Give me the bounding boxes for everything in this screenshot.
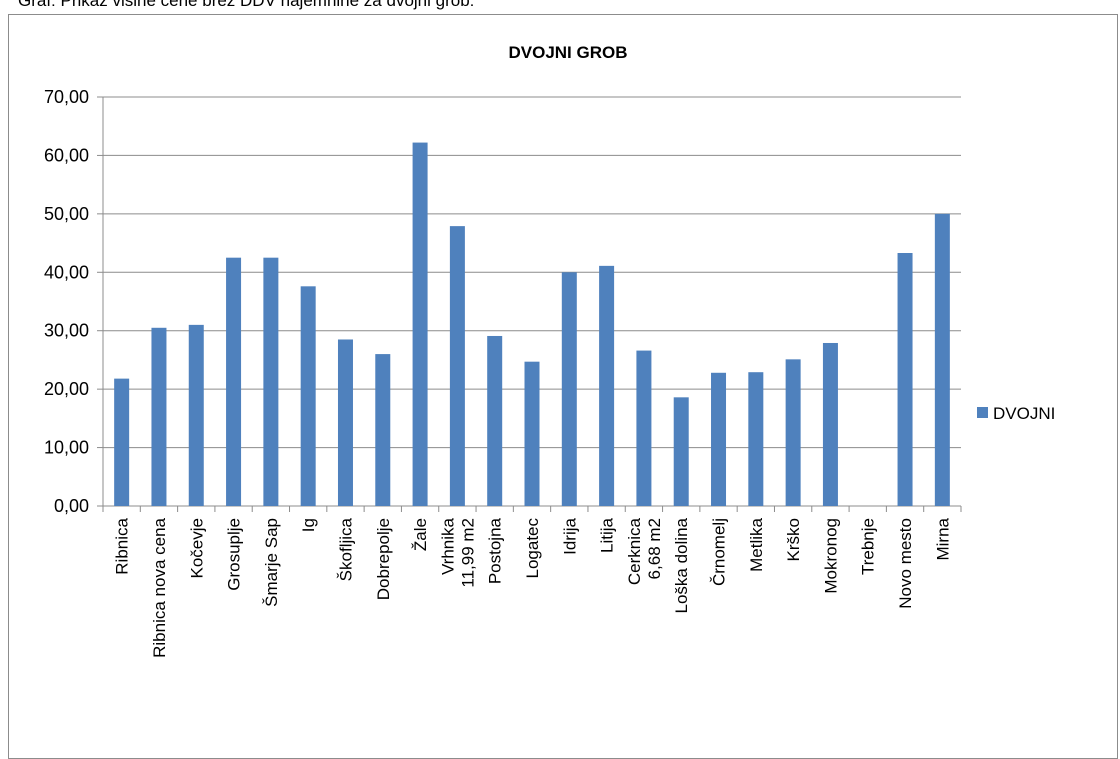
x-category-label: Cerknica bbox=[625, 517, 644, 585]
bar bbox=[785, 359, 801, 506]
x-category-label: Ribnica nova cena bbox=[150, 517, 169, 657]
x-category-label: Metlika bbox=[747, 517, 766, 571]
bar bbox=[711, 372, 727, 506]
figure-caption: Graf: Prikaz višine cene brez DDV najemn… bbox=[18, 0, 475, 10]
bar bbox=[151, 327, 167, 506]
x-category-label: Vrhnika bbox=[438, 517, 457, 575]
y-tick-label: 40,00 bbox=[44, 262, 89, 282]
bar bbox=[375, 354, 391, 506]
bar bbox=[524, 361, 540, 506]
legend-label: DVOJNI bbox=[993, 404, 1055, 423]
chart-title: DVOJNI GROB bbox=[508, 43, 627, 62]
x-category-label: Črnomelj bbox=[710, 518, 729, 586]
bar bbox=[673, 397, 689, 506]
x-axis-category-labels: Ribnica Ribnica nova cena Kočevje Grosuplje… bbox=[113, 517, 953, 657]
x-category-label: Mirna bbox=[933, 517, 952, 560]
bar bbox=[449, 226, 465, 506]
x-category-label: Dobrepolje bbox=[374, 518, 393, 600]
x-category-label: Logatec bbox=[523, 518, 542, 579]
x-category-label: Postojna bbox=[486, 517, 505, 584]
bar bbox=[300, 286, 316, 506]
x-category-label: Novo mesto bbox=[896, 518, 915, 609]
bar bbox=[636, 350, 652, 506]
x-category-label: Mokronog bbox=[821, 518, 840, 594]
bar bbox=[934, 213, 950, 506]
bar bbox=[561, 272, 577, 506]
bar bbox=[114, 378, 130, 506]
y-axis-tick-labels: 0,00 10,00 20,00 30,00 40,00 50,00 60,00 70,00 bbox=[44, 87, 89, 516]
bars bbox=[114, 142, 950, 506]
x-category-label: Krško bbox=[784, 518, 803, 561]
y-tick-label: 10,00 bbox=[44, 438, 89, 458]
bar bbox=[897, 253, 913, 506]
x-category-label: 6,68 m2 bbox=[645, 518, 664, 579]
bar bbox=[337, 339, 353, 506]
bar bbox=[748, 372, 764, 506]
y-tick-label: 60,00 bbox=[44, 145, 89, 165]
x-category-label: Šmarje Sap bbox=[262, 518, 281, 607]
x-category-label: Trebnje bbox=[859, 518, 878, 575]
bar bbox=[188, 324, 204, 506]
bar bbox=[599, 265, 615, 506]
legend-swatch bbox=[977, 407, 988, 418]
y-tick-label: 30,00 bbox=[44, 321, 89, 341]
bar bbox=[487, 335, 503, 506]
x-category-label: Loška dolina bbox=[672, 517, 691, 613]
x-category-label: Idrija bbox=[560, 517, 579, 554]
bar bbox=[263, 257, 279, 506]
x-category-label: Kočevje bbox=[187, 518, 206, 578]
y-tick-label: 20,00 bbox=[44, 379, 89, 399]
legend: DVOJNI bbox=[977, 404, 1055, 423]
y-tick-label: 50,00 bbox=[44, 204, 89, 224]
x-category-label: Žale bbox=[411, 518, 430, 551]
y-tick-label: 70,00 bbox=[44, 87, 89, 107]
x-category-label: Škofljica bbox=[336, 517, 355, 581]
x-category-label: Litija bbox=[598, 517, 617, 553]
x-category-label: Grosuplje bbox=[225, 518, 244, 591]
x-category-label: Ribnica bbox=[113, 517, 132, 574]
y-tick-label: 0,00 bbox=[54, 496, 89, 516]
bar bbox=[226, 257, 242, 506]
x-category-label: Ig bbox=[299, 518, 318, 532]
bar bbox=[822, 342, 838, 506]
bar bbox=[412, 142, 428, 506]
x-category-label: 11,99 m2 bbox=[458, 518, 477, 588]
